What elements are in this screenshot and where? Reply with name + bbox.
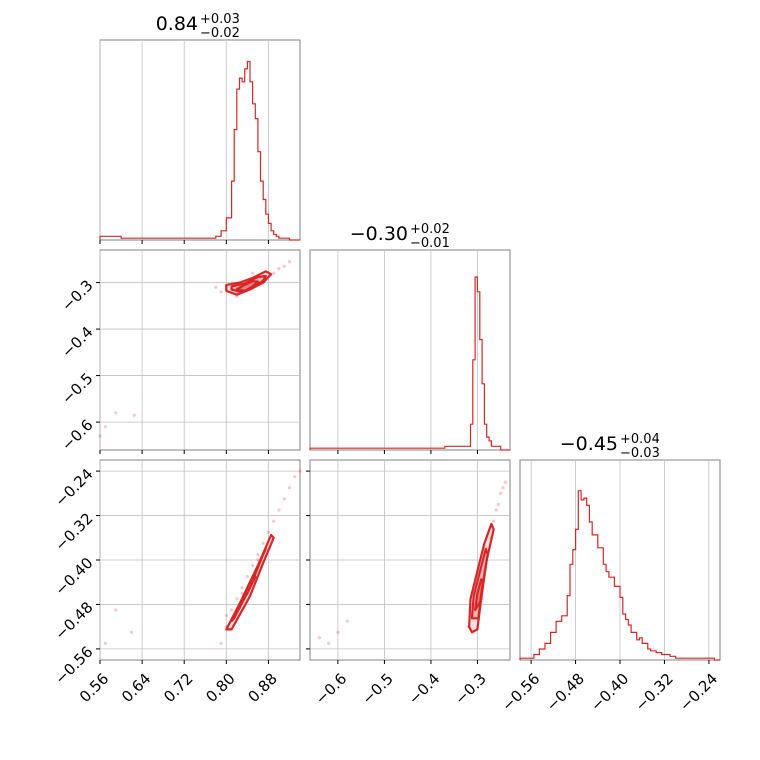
x-tick-label: 0.88 xyxy=(244,670,280,706)
scatter-point xyxy=(235,597,239,601)
scatter-point xyxy=(287,486,292,490)
y-tick-label: −0.48 xyxy=(51,598,96,643)
title-plus: +0.03 xyxy=(200,12,240,27)
scatter-point xyxy=(129,630,134,634)
scatter-point xyxy=(266,530,271,534)
title-minus: −0.01 xyxy=(410,236,450,251)
scatter-point xyxy=(287,260,292,264)
scatter-point xyxy=(277,267,281,271)
title-minus: −0.02 xyxy=(200,26,240,41)
histogram-0 xyxy=(99,60,300,241)
scatter-point xyxy=(298,469,302,473)
scatter-point xyxy=(256,558,260,562)
panel-1-1 xyxy=(309,249,511,454)
panel-1-0 xyxy=(96,249,301,454)
scatter-point xyxy=(272,271,276,275)
scatter-point xyxy=(494,508,498,512)
x-tick-label: −0.56 xyxy=(498,670,543,715)
scatter-point xyxy=(261,541,265,545)
panel-2-2 xyxy=(519,459,721,664)
y-tick-label: −0.40 xyxy=(51,554,96,599)
scatter-point xyxy=(277,508,281,512)
scatter-point xyxy=(219,290,223,294)
x-tick-label: −0.3 xyxy=(451,670,489,708)
scatter-point xyxy=(103,641,107,645)
contour-level-3 xyxy=(235,575,257,612)
x-tick-label: −0.48 xyxy=(543,670,588,715)
scatter-point xyxy=(503,480,507,484)
title-median: −0.30 xyxy=(350,223,408,245)
scatter-point xyxy=(214,285,218,289)
title-1: −0.30 +0.02−0.01 xyxy=(350,222,450,251)
title-minus: −0.03 xyxy=(620,446,660,461)
scatter-point xyxy=(336,630,340,634)
x-tick-label: 0.72 xyxy=(160,670,196,706)
scatter-point xyxy=(345,619,349,623)
y-tick-label: −0.5 xyxy=(58,369,96,407)
scatter-point xyxy=(492,519,496,523)
histogram-1 xyxy=(309,276,510,451)
scatter-point xyxy=(103,425,107,429)
scatter-point xyxy=(282,264,286,268)
scatter-point xyxy=(132,413,136,417)
scatter-point xyxy=(293,475,297,479)
scatter-point xyxy=(501,486,505,490)
title-plus: +0.02 xyxy=(410,222,450,237)
scatter-point xyxy=(98,434,102,438)
y-tick-label: −0.3 xyxy=(58,276,96,314)
scatter-point xyxy=(256,552,260,557)
x-tick-label: 0.56 xyxy=(76,670,112,706)
x-tick-label: 0.64 xyxy=(118,670,154,706)
y-tick-label: −0.32 xyxy=(51,509,96,554)
scatter-point xyxy=(251,271,255,275)
scatter-point xyxy=(229,608,234,612)
title-2: −0.45 +0.04−0.03 xyxy=(560,432,660,461)
scatter-point xyxy=(272,519,276,523)
histogram-2 xyxy=(519,490,720,661)
scatter-point xyxy=(240,591,244,595)
scatter-point xyxy=(245,575,249,579)
y-tick-label: −0.6 xyxy=(58,416,96,454)
scatter-point xyxy=(499,491,503,495)
y-tick-label: −0.4 xyxy=(58,323,96,361)
scatter-point xyxy=(327,641,331,645)
title-0: 0.84 +0.03−0.02 xyxy=(156,12,240,41)
y-tick-label: −0.24 xyxy=(51,465,96,510)
scatter-point xyxy=(282,497,286,501)
x-tick-label: 0.80 xyxy=(202,670,238,706)
x-tick-label: −0.5 xyxy=(358,670,396,708)
contour-level-3 xyxy=(235,280,259,292)
title-plus: +0.04 xyxy=(620,432,660,447)
x-tick-label: −0.6 xyxy=(312,670,350,708)
scatter-point xyxy=(240,586,244,590)
x-tick-label: −0.40 xyxy=(587,670,632,715)
scatter-point xyxy=(114,608,118,612)
panel-frame xyxy=(99,249,301,451)
title-median: −0.45 xyxy=(560,433,618,455)
scatter-point xyxy=(114,411,118,415)
scatter-point xyxy=(496,502,500,507)
contour-level-3 xyxy=(474,578,485,612)
x-tick-label: −0.32 xyxy=(632,670,677,715)
x-tick-label: −0.24 xyxy=(676,670,721,715)
scatter-point xyxy=(251,563,255,568)
scatter-point xyxy=(219,641,223,645)
x-tick-label: −0.4 xyxy=(405,670,443,708)
scatter-point xyxy=(224,613,228,618)
scatter-point xyxy=(317,636,321,640)
scatter-point xyxy=(235,294,239,299)
panel-frame xyxy=(99,39,301,241)
title-median: 0.84 xyxy=(156,13,198,35)
panel-frame xyxy=(309,249,511,451)
panel-0-0 xyxy=(99,39,301,244)
panel-2-0 xyxy=(96,459,301,664)
